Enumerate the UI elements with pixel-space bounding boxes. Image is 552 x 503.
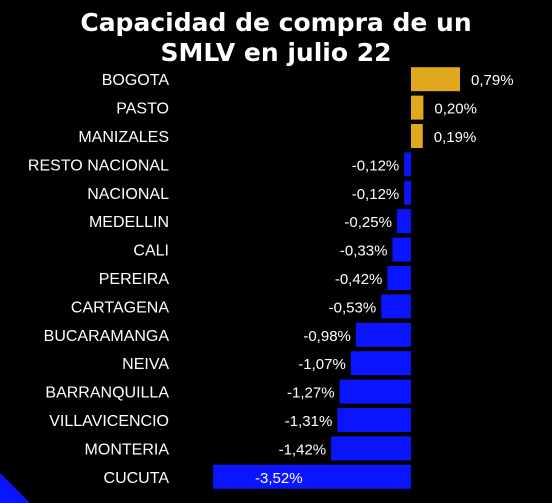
chart-title-line-1: Capacidad de compra de un — [80, 8, 472, 37]
category-label: MEDELLIN — [89, 214, 169, 231]
bar — [387, 266, 411, 290]
value-label: -0,53% — [329, 299, 377, 316]
category-label: MONTERIA — [85, 441, 170, 458]
category-label: BOGOTA — [102, 72, 170, 89]
value-label: -1,31% — [285, 413, 333, 430]
category-label: PASTO — [116, 101, 169, 118]
category-label: NACIONAL — [87, 186, 169, 203]
bar — [213, 464, 411, 489]
category-label: PEREIRA — [99, 271, 170, 288]
value-label: -0,12% — [352, 157, 400, 174]
corner-decoration — [0, 473, 30, 503]
bar — [392, 237, 411, 262]
category-label: BARRANQUILLA — [45, 385, 169, 402]
category-label: MANIZALES — [78, 129, 169, 146]
value-label: -0,42% — [335, 271, 383, 288]
value-label: -0,12% — [352, 186, 400, 203]
bar — [411, 124, 423, 148]
value-label: -1,27% — [287, 385, 335, 402]
category-label: VILLAVICENCIO — [49, 413, 169, 430]
category-label: RESTO NACIONAL — [28, 157, 169, 174]
value-label: -1,42% — [279, 441, 327, 458]
bar — [331, 436, 411, 461]
category-label: CARTAGENA — [71, 299, 169, 316]
category-label: BUCARAMANGA — [44, 328, 170, 345]
bar — [339, 379, 411, 404]
bar — [381, 294, 411, 319]
bar — [355, 322, 411, 347]
bar — [404, 152, 411, 177]
category-label: CUCUTA — [104, 470, 170, 487]
bar — [411, 67, 460, 92]
bar — [411, 95, 424, 120]
value-label: -0,33% — [340, 243, 388, 260]
value-label: -3,52% — [255, 470, 303, 487]
value-label: -0,25% — [344, 214, 392, 231]
bar — [404, 180, 411, 205]
category-label: NEIVA — [122, 356, 169, 373]
bar — [337, 408, 411, 432]
value-label: -0,98% — [303, 328, 351, 345]
bar — [350, 351, 411, 376]
bar — [396, 209, 411, 234]
value-label: 0,20% — [434, 101, 477, 118]
category-label: CALI — [133, 243, 169, 260]
value-label: 0,79% — [471, 72, 514, 89]
chart-title-line-2: SMLV en julio 22 — [160, 38, 392, 67]
value-label: -1,07% — [298, 356, 346, 373]
value-label: 0,19% — [434, 129, 477, 146]
